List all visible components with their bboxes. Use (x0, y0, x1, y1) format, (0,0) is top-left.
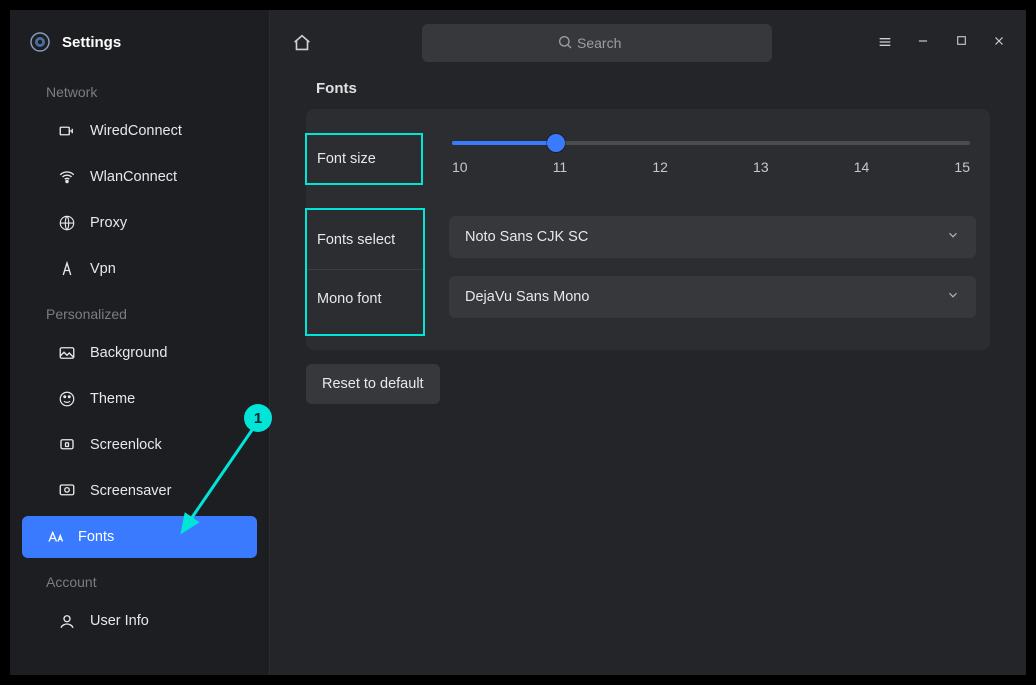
sidebar-item-label: WlanConnect (90, 169, 177, 185)
mono-font-value: DejaVu Sans Mono (465, 289, 589, 305)
search-input[interactable] (577, 35, 637, 51)
sidebar-item-vpn[interactable]: Vpn (22, 248, 257, 290)
slider-tick: 15 (954, 159, 970, 175)
screensaver-icon (58, 482, 76, 500)
sidebar-item-label: Background (90, 345, 167, 361)
sidebar-item-wired[interactable]: WiredConnect (22, 110, 257, 152)
reset-button[interactable]: Reset to default (306, 364, 440, 404)
section-label-network: Network (10, 70, 269, 108)
sidebar-item-label: Theme (90, 391, 135, 407)
sidebar-item-label: Proxy (90, 215, 127, 231)
annotation-badge-1: 1 (244, 404, 272, 432)
slider-thumb[interactable] (547, 134, 565, 152)
sidebar: Settings Network WiredConnect WlanConnec… (10, 10, 270, 675)
sidebar-item-proxy[interactable]: Proxy (22, 202, 257, 244)
sidebar-item-userinfo[interactable]: User Info (22, 600, 257, 642)
topbar (270, 10, 1026, 76)
sidebar-item-label: Screenlock (90, 437, 162, 453)
search-icon (557, 34, 573, 53)
home-button[interactable] (288, 29, 316, 57)
font-size-slider[interactable] (452, 131, 970, 155)
app-window: Settings Network WiredConnect WlanConnec… (10, 10, 1026, 675)
theme-icon (58, 390, 76, 408)
menu-button[interactable] (876, 34, 894, 53)
app-title: Settings (62, 34, 121, 51)
vpn-icon (58, 260, 76, 278)
font-select-labels: Fonts select Mono font (305, 208, 425, 336)
annotation-badge-text: 1 (254, 410, 262, 427)
main-area: Fonts Font size 10 11 12 (270, 10, 1026, 675)
font-select-dropdowns: Noto Sans CJK SC DejaVu Sans Mono (425, 196, 976, 336)
font-size-label: Font size (305, 133, 423, 185)
wifi-icon (58, 168, 76, 186)
mono-font-label: Mono font (307, 269, 423, 328)
slider-tick: 12 (652, 159, 668, 175)
sidebar-item-label: Vpn (90, 261, 116, 277)
slider-fill (452, 141, 556, 145)
fonts-select-dropdown[interactable]: Noto Sans CJK SC (449, 216, 976, 258)
sidebar-item-label: WiredConnect (90, 123, 182, 139)
minimize-button[interactable] (914, 34, 932, 53)
search-input-container[interactable] (422, 24, 772, 62)
chevron-down-icon (946, 288, 960, 306)
lock-icon (58, 436, 76, 454)
slider-tick: 10 (452, 159, 468, 175)
fonts-icon (46, 528, 64, 546)
sidebar-item-label: Screensaver (90, 483, 171, 499)
sidebar-item-label: User Info (90, 613, 149, 629)
slider-tick: 14 (854, 159, 870, 175)
sidebar-item-screensaver[interactable]: Screensaver (22, 470, 257, 512)
fonts-select-value: Noto Sans CJK SC (465, 229, 588, 245)
window-controls (876, 34, 1008, 53)
globe-icon (58, 214, 76, 232)
settings-app-icon (30, 32, 50, 52)
mono-font-dropdown[interactable]: DejaVu Sans Mono (449, 276, 976, 318)
section-label-account: Account (10, 560, 269, 598)
font-size-row: Font size 10 11 12 13 14 (306, 109, 990, 196)
app-title-bar: Settings (10, 28, 269, 70)
sidebar-item-screenlock[interactable]: Screenlock (22, 424, 257, 466)
slider-ticks: 10 11 12 13 14 15 (452, 159, 970, 175)
close-button[interactable] (990, 34, 1008, 53)
sidebar-item-fonts[interactable]: Fonts (22, 516, 257, 558)
fonts-select-label: Fonts select (307, 210, 423, 269)
chevron-down-icon (946, 228, 960, 246)
image-icon (58, 344, 76, 362)
user-icon (58, 612, 76, 630)
page-title: Fonts (316, 80, 990, 97)
fonts-panel: Font size 10 11 12 13 14 (306, 109, 990, 350)
sidebar-item-label: Fonts (78, 529, 114, 545)
ethernet-icon (58, 122, 76, 140)
font-size-slider-area: 10 11 12 13 14 15 (422, 131, 976, 175)
reset-button-label: Reset to default (322, 376, 424, 392)
font-select-rows: Fonts select Mono font Noto Sans CJK SC … (306, 196, 990, 350)
sidebar-item-wlan[interactable]: WlanConnect (22, 156, 257, 198)
sidebar-item-background[interactable]: Background (22, 332, 257, 374)
slider-tick: 13 (753, 159, 769, 175)
search-wrap (422, 24, 772, 62)
maximize-button[interactable] (952, 34, 970, 53)
section-label-personalized: Personalized (10, 292, 269, 330)
content: Fonts Font size 10 11 12 (270, 76, 1026, 424)
sidebar-item-theme[interactable]: Theme (22, 378, 257, 420)
slider-tick: 11 (553, 159, 568, 175)
